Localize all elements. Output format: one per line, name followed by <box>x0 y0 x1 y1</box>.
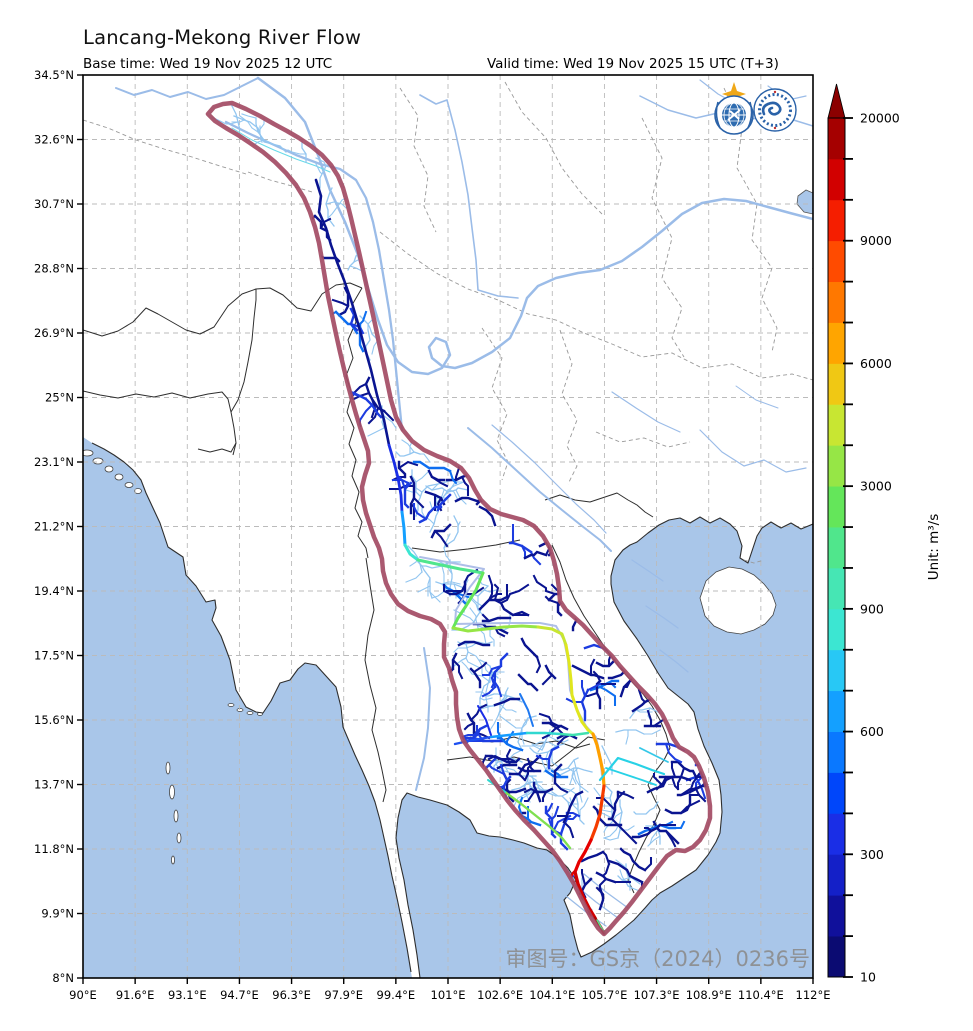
y-tick-label: 32.6°N <box>34 133 74 147</box>
colorbar-tick-label: 10 <box>860 970 876 985</box>
x-tick-label: 97.9°E <box>324 988 363 1002</box>
colorbar-segment <box>828 690 845 732</box>
colorbar-segment <box>828 486 845 528</box>
colorbar-segment <box>828 118 845 160</box>
colorbar-segment <box>828 567 845 610</box>
star-icon <box>722 82 746 106</box>
colorbar-segment <box>828 527 845 569</box>
x-tick-label: 90°E <box>69 988 97 1002</box>
y-tick-label: 26.9°N <box>34 326 74 340</box>
colorbar-segment <box>828 649 845 692</box>
colorbar-segment <box>828 281 845 323</box>
basin-boundary <box>205 100 713 937</box>
colorbar-unit-label: Unit: m³/s <box>926 514 942 580</box>
x-tick-label: 108.9°E <box>686 988 732 1002</box>
y-tick-label: 8°N <box>52 971 74 985</box>
x-tick-label: 107.3°E <box>634 988 680 1002</box>
colorbar-segment <box>828 772 845 814</box>
colorbar-segment <box>828 404 845 446</box>
x-tick-label: 110.4°E <box>738 988 784 1002</box>
y-tick-label: 13.7°N <box>34 778 74 792</box>
base-time-label: Base time: Wed 19 Nov 2025 12 UTC <box>83 56 333 72</box>
y-tick-label: 34.5°N <box>34 68 74 82</box>
colorbar-tick-label: 3000 <box>860 479 892 494</box>
colorbar-tick-label: 6000 <box>860 356 892 371</box>
colorbar-arrow-icon <box>827 83 846 119</box>
x-tick-label: 102.6°E <box>477 988 523 1002</box>
colorbar-segment <box>828 731 845 773</box>
x-axis: 90°E 91.6°E 93.1°E 94.7°E 96.3°E 97.9°E 99.4°E… <box>69 978 830 1002</box>
colorbar-outline <box>827 117 846 978</box>
y-tick-label: 9.9°N <box>41 907 74 921</box>
colorbar-segment <box>828 608 845 651</box>
hainan-island <box>699 566 777 635</box>
colorbar-segment <box>828 445 845 487</box>
y-tick-label: 11.8°N <box>34 842 74 856</box>
x-tick-label: 101°E <box>431 988 466 1002</box>
y-tick-label: 30.7°N <box>34 197 74 211</box>
coastlines <box>91 442 813 978</box>
sea-bay-of-bengal <box>83 437 412 978</box>
colorbar-segment <box>828 199 845 242</box>
colorbar-segment <box>828 813 845 855</box>
colorbar-segment <box>828 240 845 283</box>
colorbar-tick-label: 9000 <box>860 233 892 248</box>
watermark: 审图号：GS京（2024）0236号 <box>506 947 811 971</box>
y-tick-label: 17.5°N <box>34 649 74 663</box>
y-tick-label: 28.8°N <box>34 262 74 276</box>
colorbar-segment <box>828 158 845 201</box>
colorbar-segment <box>828 322 845 364</box>
colorbar-segment <box>828 854 845 896</box>
valid-time-label: Valid time: Wed 19 Nov 2025 15 UTC (T+3) <box>487 56 779 72</box>
province-borders <box>83 81 813 564</box>
y-tick-label: 25°N <box>45 391 74 405</box>
colorbar: 10 300 600 900 3000 6000 9000 20000 <box>827 83 900 985</box>
main-stem <box>314 178 669 935</box>
x-tick-label: 99.4°E <box>377 988 416 1002</box>
islands <box>83 449 777 865</box>
x-tick-label: 105.7°E <box>581 988 627 1002</box>
colorbar-segment <box>828 363 845 405</box>
x-tick-label: 91.6°E <box>116 988 155 1002</box>
y-tick-label: 15.6°N <box>34 713 74 727</box>
colorbar-tick-label: 20000 <box>860 111 900 126</box>
y-tick-label: 19.4°N <box>34 584 74 598</box>
x-tick-label: 94.7°E <box>220 988 259 1002</box>
page-title: Lancang-Mekong River Flow <box>83 26 362 49</box>
x-tick-label: 104.1°E <box>529 988 575 1002</box>
cma-logo <box>753 88 797 132</box>
colorbar-segment <box>828 895 845 937</box>
colorbar-tick-label: 300 <box>860 847 884 862</box>
x-tick-label: 96.3°E <box>272 988 311 1002</box>
wmo-logo <box>714 82 754 135</box>
colorbar-segment <box>828 936 845 978</box>
y-axis: 8°N 9.9°N 11.8°N 13.7°N 15.6°N 17.5°N 19.4°N 21… <box>34 68 83 985</box>
x-tick-label: 112°E <box>796 988 831 1002</box>
colorbar-tick-label: 900 <box>860 601 884 616</box>
y-tick-label: 21.2°N <box>34 520 74 534</box>
colorbar-tick-label: 600 <box>860 724 884 739</box>
y-tick-label: 23.1°N <box>34 455 74 469</box>
x-tick-label: 93.1°E <box>168 988 207 1002</box>
